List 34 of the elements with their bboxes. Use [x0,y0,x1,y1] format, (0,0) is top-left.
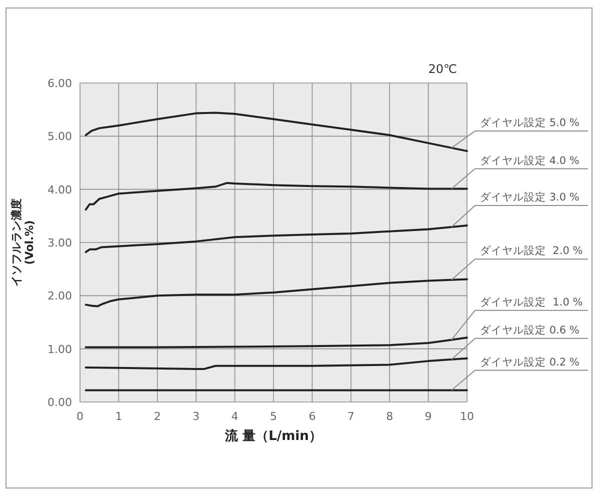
x-tick-label: 3 [192,410,200,423]
y-axis-title: イソフルラン濃度 (Vol.%) [10,198,36,286]
text: ダイヤル設定 2.0 % [480,245,583,258]
x-tick-label: 8 [386,410,394,423]
y-tick-label: 0.00 [48,396,72,409]
line-series [84,182,468,211]
y-tick-label: 4.00 [48,183,72,196]
y-tick-label: 6.00 [48,77,72,90]
line-series [84,112,468,152]
x-tick-label: 4 [231,410,238,423]
x-tick-label: 5 [270,410,277,423]
line-series [84,224,468,254]
text: ダイヤル設定 0.2 % [480,356,580,368]
x-tick-label: 0 [76,410,84,423]
x-tick-label: 6 [308,410,316,423]
text: 20℃ [428,62,457,76]
x-axis-title: 流 量（L/min） [224,428,322,444]
x-tick-label: 7 [347,410,354,423]
text: ダイヤル設定 3.0 % [480,190,580,204]
line-series [84,278,468,308]
text: ダイヤル設定 4.0 % [480,154,580,167]
x-tick-label: 9 [424,410,432,423]
text: ダイヤル設定 5.0 % [480,117,580,130]
text: ダイヤル設定 1.0 % [480,296,583,308]
text: ダイヤル設定 0.6 % [480,324,580,336]
line-series [84,336,468,348]
y-tick-label: 5.00 [48,130,72,144]
line-series [84,357,468,370]
x-tick-label: 2 [154,410,161,423]
y-tick-label: 2.00 [48,290,72,303]
y-tick-label: 3.00 [48,236,72,250]
y-tick-label: 1.00 [48,342,72,356]
x-tick-label: 10 [460,410,474,423]
x-tick-label: 1 [115,410,122,423]
